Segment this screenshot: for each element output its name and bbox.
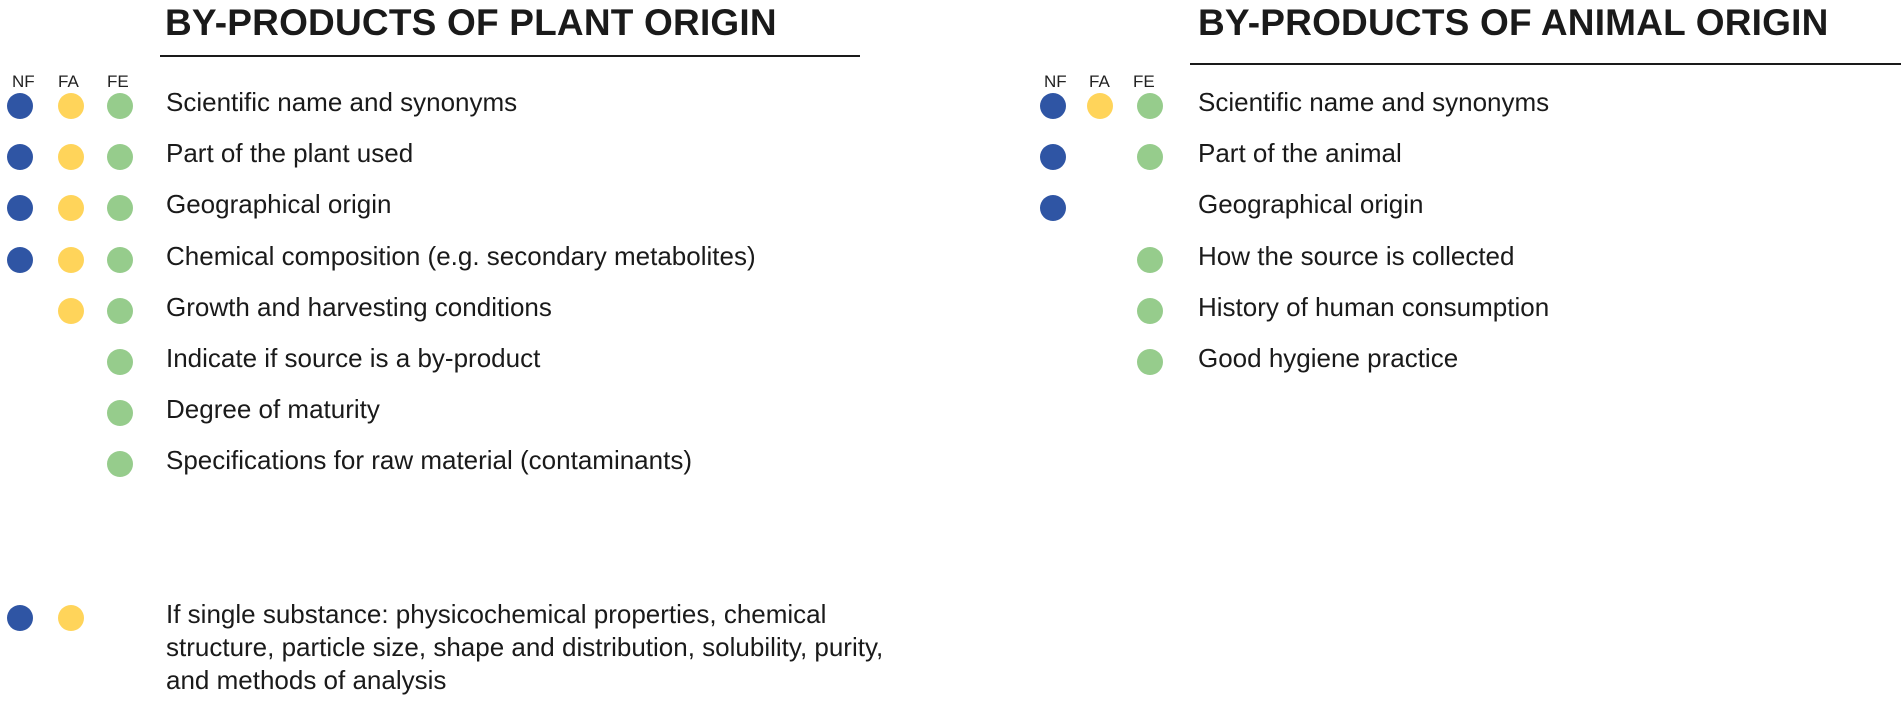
animal-item-collection: How the source is collected <box>1030 240 1901 280</box>
animal-item-label: Part of the animal <box>1198 138 1402 168</box>
nf-dot-icon <box>1040 144 1066 170</box>
plant-item-label: Geographical origin <box>166 189 392 219</box>
animal-item-label: History of human consumption <box>1198 292 1550 322</box>
nf-dot-icon <box>7 195 33 221</box>
plant-item-label: Chemical composition (e.g. secondary met… <box>166 241 756 271</box>
plant-item-single-substance: If single substance: physicochemical pro… <box>0 598 900 708</box>
nf-dot-icon <box>7 144 33 170</box>
fa-dot-icon <box>1087 93 1113 119</box>
fe-dot-icon <box>107 451 133 477</box>
animal-item-label: How the source is collected <box>1198 241 1515 271</box>
fe-dot-icon <box>107 93 133 119</box>
animal-item-label: Scientific name and synonyms <box>1198 87 1550 117</box>
plant-item-label: Indicate if source is a by-product <box>166 343 541 373</box>
fa-dot-icon <box>58 247 84 273</box>
fe-dot-icon <box>1137 349 1163 375</box>
fe-dot-icon <box>107 349 133 375</box>
animal-item-scientific-name: Scientific name and synonyms <box>1030 86 1901 126</box>
plant-item-label: If single substance: physicochemical pro… <box>166 599 884 695</box>
plant-item-by-product: Indicate if source is a by-product <box>0 342 900 382</box>
nf-dot-icon <box>1040 93 1066 119</box>
plant-item-geographical-origin: Geographical origin <box>0 188 900 228</box>
animal-title: BY-PRODUCTS OF ANIMAL ORIGIN <box>1198 2 1829 43</box>
fe-dot-icon <box>1137 93 1163 119</box>
fe-dot-icon <box>107 298 133 324</box>
fe-dot-icon <box>1137 298 1163 324</box>
animal-item-geographical-origin: Geographical origin <box>1030 188 1901 228</box>
plant-item-label: Degree of maturity <box>166 394 380 424</box>
plant-item-specifications: Specifications for raw material (contami… <box>0 444 900 484</box>
animal-item-part: Part of the animal <box>1030 137 1901 177</box>
fe-dot-icon <box>107 400 133 426</box>
animal-header-fe: FE <box>1133 72 1155 91</box>
fe-dot-icon <box>107 144 133 170</box>
plant-item-scientific-name: Scientific name and synonyms <box>0 86 900 126</box>
plant-header-fe: FE <box>107 72 129 91</box>
animal-item-label: Good hygiene practice <box>1198 343 1459 373</box>
plant-item-part-used: Part of the plant used <box>0 137 900 177</box>
animal-item-consumption-history: History of human consumption <box>1030 291 1901 331</box>
plant-header-fa: FA <box>58 72 79 91</box>
animal-header-fa: FA <box>1089 72 1110 91</box>
fe-dot-icon <box>107 247 133 273</box>
fe-dot-icon <box>107 195 133 221</box>
plant-title: BY-PRODUCTS OF PLANT ORIGIN <box>165 2 777 43</box>
fa-dot-icon <box>58 93 84 119</box>
fa-dot-icon <box>58 298 84 324</box>
plant-item-label: Scientific name and synonyms <box>166 87 518 117</box>
nf-dot-icon <box>7 605 33 631</box>
animal-header-nf: NF <box>1044 72 1067 91</box>
fa-dot-icon <box>58 144 84 170</box>
plant-title-underline <box>160 55 860 57</box>
fa-dot-icon <box>58 195 84 221</box>
plant-item-degree-maturity: Degree of maturity <box>0 393 900 433</box>
plant-item-label: Growth and harvesting conditions <box>166 292 552 322</box>
animal-title-underline <box>1190 63 1901 65</box>
nf-dot-icon <box>7 93 33 119</box>
fe-dot-icon <box>1137 144 1163 170</box>
plant-item-label: Specifications for raw material (contami… <box>166 445 692 475</box>
animal-item-label: Geographical origin <box>1198 189 1424 219</box>
nf-dot-icon <box>7 247 33 273</box>
fe-dot-icon <box>1137 247 1163 273</box>
plant-item-label: Part of the plant used <box>166 138 414 168</box>
plant-item-chemical-composition: Chemical composition (e.g. secondary met… <box>0 240 900 280</box>
animal-item-hygiene: Good hygiene practice <box>1030 342 1901 382</box>
plant-header-nf: NF <box>12 72 35 91</box>
plant-item-growth-harvesting: Growth and harvesting conditions <box>0 291 900 331</box>
nf-dot-icon <box>1040 195 1066 221</box>
fa-dot-icon <box>58 605 84 631</box>
